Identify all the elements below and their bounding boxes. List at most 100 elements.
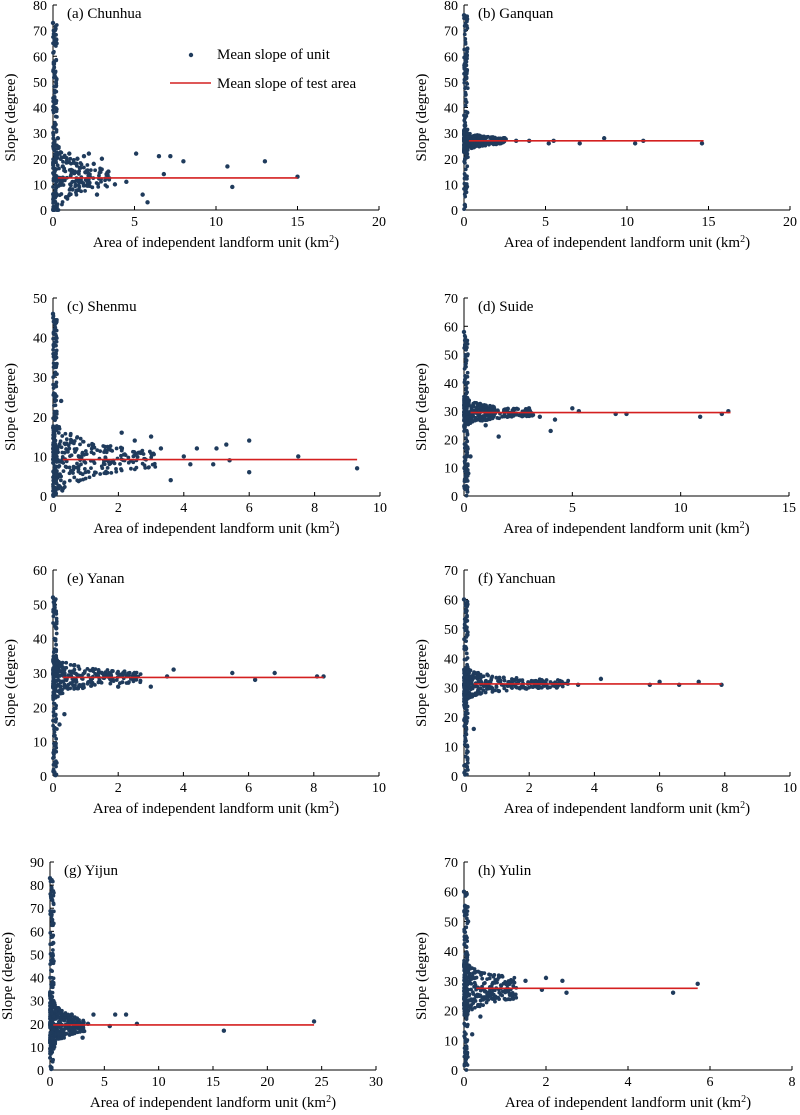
data-point: [54, 445, 59, 450]
data-point: [135, 455, 140, 459]
data-point: [101, 461, 106, 466]
y-tick-label: 0: [37, 1064, 44, 1079]
data-point: [481, 997, 486, 1002]
data-point: [48, 952, 53, 956]
data-point: [464, 934, 469, 939]
data-point: [463, 904, 469, 909]
data-point: [492, 413, 496, 418]
x-tick-label: 15: [291, 215, 305, 230]
data-point: [63, 685, 67, 690]
data-point: [462, 647, 467, 651]
data-point: [54, 355, 59, 360]
data-point: [85, 163, 90, 167]
y-tick-label: 50: [444, 623, 458, 638]
x-tick-label: 0: [47, 1075, 54, 1090]
chart-panel-3: 0 10 20 30 40 50 60 70 0 5 10 15 Area of independent…: [414, 292, 796, 537]
data-point: [53, 478, 58, 483]
data-point: [50, 20, 56, 26]
data-point: [546, 685, 551, 690]
data-point: [564, 990, 569, 995]
y-tick-label: 20: [30, 1018, 44, 1033]
data-point: [111, 677, 115, 682]
y-tick-label: 40: [33, 332, 47, 347]
y-tick-label: 70: [444, 25, 458, 40]
data-point: [492, 972, 497, 977]
x-tick-label: 10: [209, 215, 223, 230]
data-point: [465, 110, 470, 115]
data-point: [465, 146, 469, 150]
data-point: [60, 164, 65, 169]
data-point: [118, 462, 122, 466]
data-point: [51, 657, 55, 662]
data-point: [490, 990, 494, 994]
data-point: [77, 667, 82, 671]
x-tick-label: 10: [783, 781, 797, 796]
data-point: [99, 670, 105, 676]
data-point: [77, 1018, 81, 1022]
data-point: [462, 402, 467, 407]
data-point: [488, 972, 493, 977]
data-point: [53, 706, 58, 711]
data-point: [502, 683, 506, 688]
data-point: [50, 994, 55, 999]
data-point: [75, 435, 79, 440]
data-point: [89, 683, 94, 688]
data-point: [52, 126, 57, 130]
data-point: [94, 192, 100, 197]
y-tick-label: 20: [444, 711, 458, 726]
data-point: [72, 687, 76, 691]
data-point: [54, 472, 59, 477]
data-point: [472, 980, 477, 985]
x-tick-label: 30: [369, 1075, 383, 1090]
data-point: [463, 1006, 468, 1011]
legend: Mean slope of unit Mean slope of test are…: [170, 47, 356, 92]
data-point: [148, 434, 154, 439]
data-point: [462, 202, 468, 208]
data-point: [56, 430, 61, 435]
data-point: [161, 171, 167, 177]
data-point: [487, 976, 492, 981]
data-point: [464, 700, 469, 705]
data-point: [87, 475, 92, 480]
data-point: [494, 685, 499, 689]
data-point: [48, 962, 53, 966]
data-point: [51, 315, 55, 320]
data-point: [134, 465, 139, 470]
data-point: [48, 931, 53, 935]
data-point: [473, 969, 477, 974]
data-point: [57, 193, 62, 198]
data-point: [465, 127, 470, 132]
data-point: [482, 981, 487, 985]
data-point: [464, 912, 469, 917]
data-point: [496, 973, 501, 978]
data-point: [465, 669, 470, 674]
data-point: [465, 682, 470, 687]
x-tick-label: 5: [131, 215, 138, 230]
data-point: [132, 670, 137, 676]
data-point: [462, 679, 467, 684]
x-tick-label: 0: [461, 1075, 468, 1090]
data-point: [463, 123, 468, 128]
data-point: [49, 911, 53, 916]
data-point: [473, 984, 477, 989]
data-point: [485, 135, 490, 139]
data-point: [465, 439, 470, 444]
x-tick-label: 0: [50, 501, 57, 516]
panel-title: (h) Yulin: [478, 863, 532, 879]
data-point: [465, 454, 469, 459]
x-axis-label: Area of independent landform unit (km2): [505, 1094, 751, 1111]
data-point: [58, 684, 63, 689]
data-point: [51, 61, 57, 67]
data-point: [53, 683, 58, 688]
data-point: [76, 454, 81, 459]
x-tick-label: 10: [674, 501, 688, 516]
data-point: [53, 332, 58, 337]
data-point: [64, 155, 69, 160]
data-point: [58, 664, 63, 669]
data-point: [59, 1036, 64, 1041]
y-tick-label: 80: [33, 0, 47, 14]
data-point: [465, 618, 470, 623]
data-point: [53, 370, 58, 375]
data-point: [54, 460, 59, 464]
data-point: [102, 444, 107, 449]
